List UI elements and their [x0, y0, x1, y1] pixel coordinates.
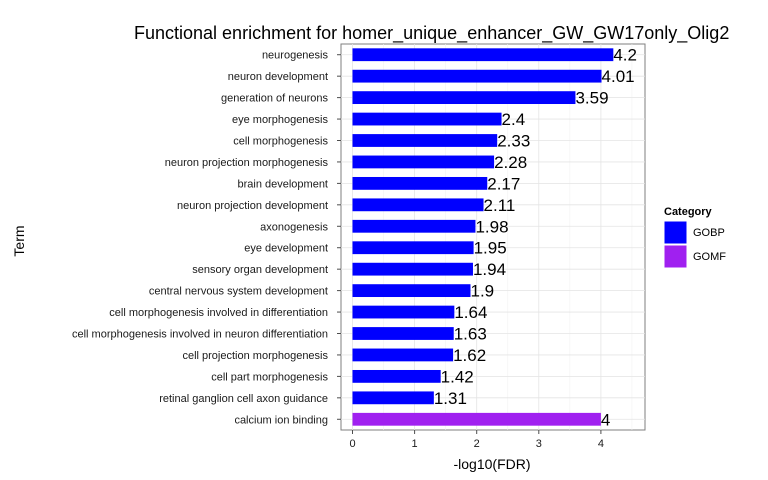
value-label: 1.63 — [454, 325, 487, 344]
x-tick-label: 0 — [349, 438, 355, 450]
x-tick-label: 1 — [412, 438, 418, 450]
x-tick-label: 3 — [536, 438, 542, 450]
value-label: 1.62 — [453, 346, 486, 365]
bar — [352, 48, 614, 62]
y-tick-label: neuron projection development — [177, 200, 328, 212]
y-tick-label: cell morphogenesis involved in different… — [109, 307, 328, 319]
value-label: 2.33 — [497, 132, 530, 151]
value-label: 1.94 — [473, 260, 506, 279]
y-tick-label: neuron development — [228, 71, 328, 83]
bar — [352, 176, 488, 190]
y-tick-label: eye development — [244, 243, 328, 255]
bar — [352, 284, 471, 298]
x-tick-label: 4 — [598, 438, 604, 450]
bar — [352, 69, 602, 83]
bar — [352, 198, 484, 212]
bars-layer: 4.2 4.01 3.59 2.4 2.33 2.28 2.17 2.11 1.98 1.95 1.… — [352, 46, 637, 429]
y-tick-label: neurogenesis — [262, 50, 329, 62]
legend-title: Category — [664, 206, 713, 218]
bar — [352, 327, 454, 340]
value-label: 1.42 — [441, 367, 474, 386]
value-label: 3.59 — [575, 89, 608, 108]
bar — [352, 348, 454, 362]
y-tick-label: cell morphogenesis involved in neuron di… — [72, 329, 328, 341]
y-axis-title: Term — [11, 225, 27, 256]
legend-swatch — [663, 220, 688, 245]
value-label: 2.11 — [484, 196, 516, 215]
legend-label: GOMF — [693, 251, 726, 263]
x-axis: 0 1 2 3 4 — [349, 430, 604, 450]
value-label: 2.17 — [487, 174, 520, 193]
legend: Category GOBP GOMF — [663, 206, 726, 269]
y-tick-label: neuron projection morphogenesis — [165, 157, 329, 169]
y-tick-label: eye morphogenesis — [232, 114, 329, 126]
chart-title: Functional enrichment for homer_unique_e… — [134, 23, 729, 44]
bar — [352, 91, 576, 105]
x-axis-title: -log10(FDR) — [453, 456, 530, 472]
bar — [352, 112, 502, 126]
panel-border — [340, 43, 646, 431]
value-label: 4.01 — [602, 67, 635, 86]
value-label: 4 — [601, 410, 610, 429]
legend-swatch — [663, 244, 688, 269]
value-label: 1.95 — [474, 239, 507, 258]
y-tick-label: sensory organ development — [192, 264, 328, 276]
bar — [352, 155, 495, 169]
bar — [352, 369, 441, 383]
value-label: 4.2 — [613, 46, 637, 65]
y-tick-label: cell morphogenesis — [233, 136, 328, 148]
value-label: 2.28 — [494, 153, 527, 172]
bar — [352, 262, 473, 276]
bar — [352, 241, 474, 255]
y-tick-label: cell part morphogenesis — [211, 371, 328, 383]
value-label: 1.98 — [475, 217, 508, 236]
y-tick-label: axonogenesis — [260, 221, 328, 233]
bar — [352, 391, 434, 405]
y-tick-label: calcium ion binding — [234, 414, 328, 426]
y-tick-label: retinal ganglion cell axon guidance — [159, 393, 328, 405]
legend-label: GOBP — [693, 227, 725, 239]
bar — [352, 412, 601, 426]
value-label: 1.64 — [454, 303, 487, 322]
plot-panel — [340, 43, 646, 431]
bar — [352, 219, 476, 233]
value-label: 1.31 — [434, 389, 467, 408]
bar — [352, 305, 455, 319]
x-tick-label: 2 — [474, 438, 480, 450]
value-label: 2.4 — [502, 110, 526, 129]
y-tick-label: cell projection morphogenesis — [182, 350, 328, 362]
y-tick-label: brain development — [237, 178, 328, 190]
y-tick-labels: neurogenesis neuron development generation… — [72, 50, 341, 426]
y-tick-label: central nervous system development — [149, 286, 328, 298]
bar — [352, 134, 498, 147]
y-tick-label: generation of neurons — [221, 93, 329, 105]
value-label: 1.9 — [470, 282, 494, 301]
